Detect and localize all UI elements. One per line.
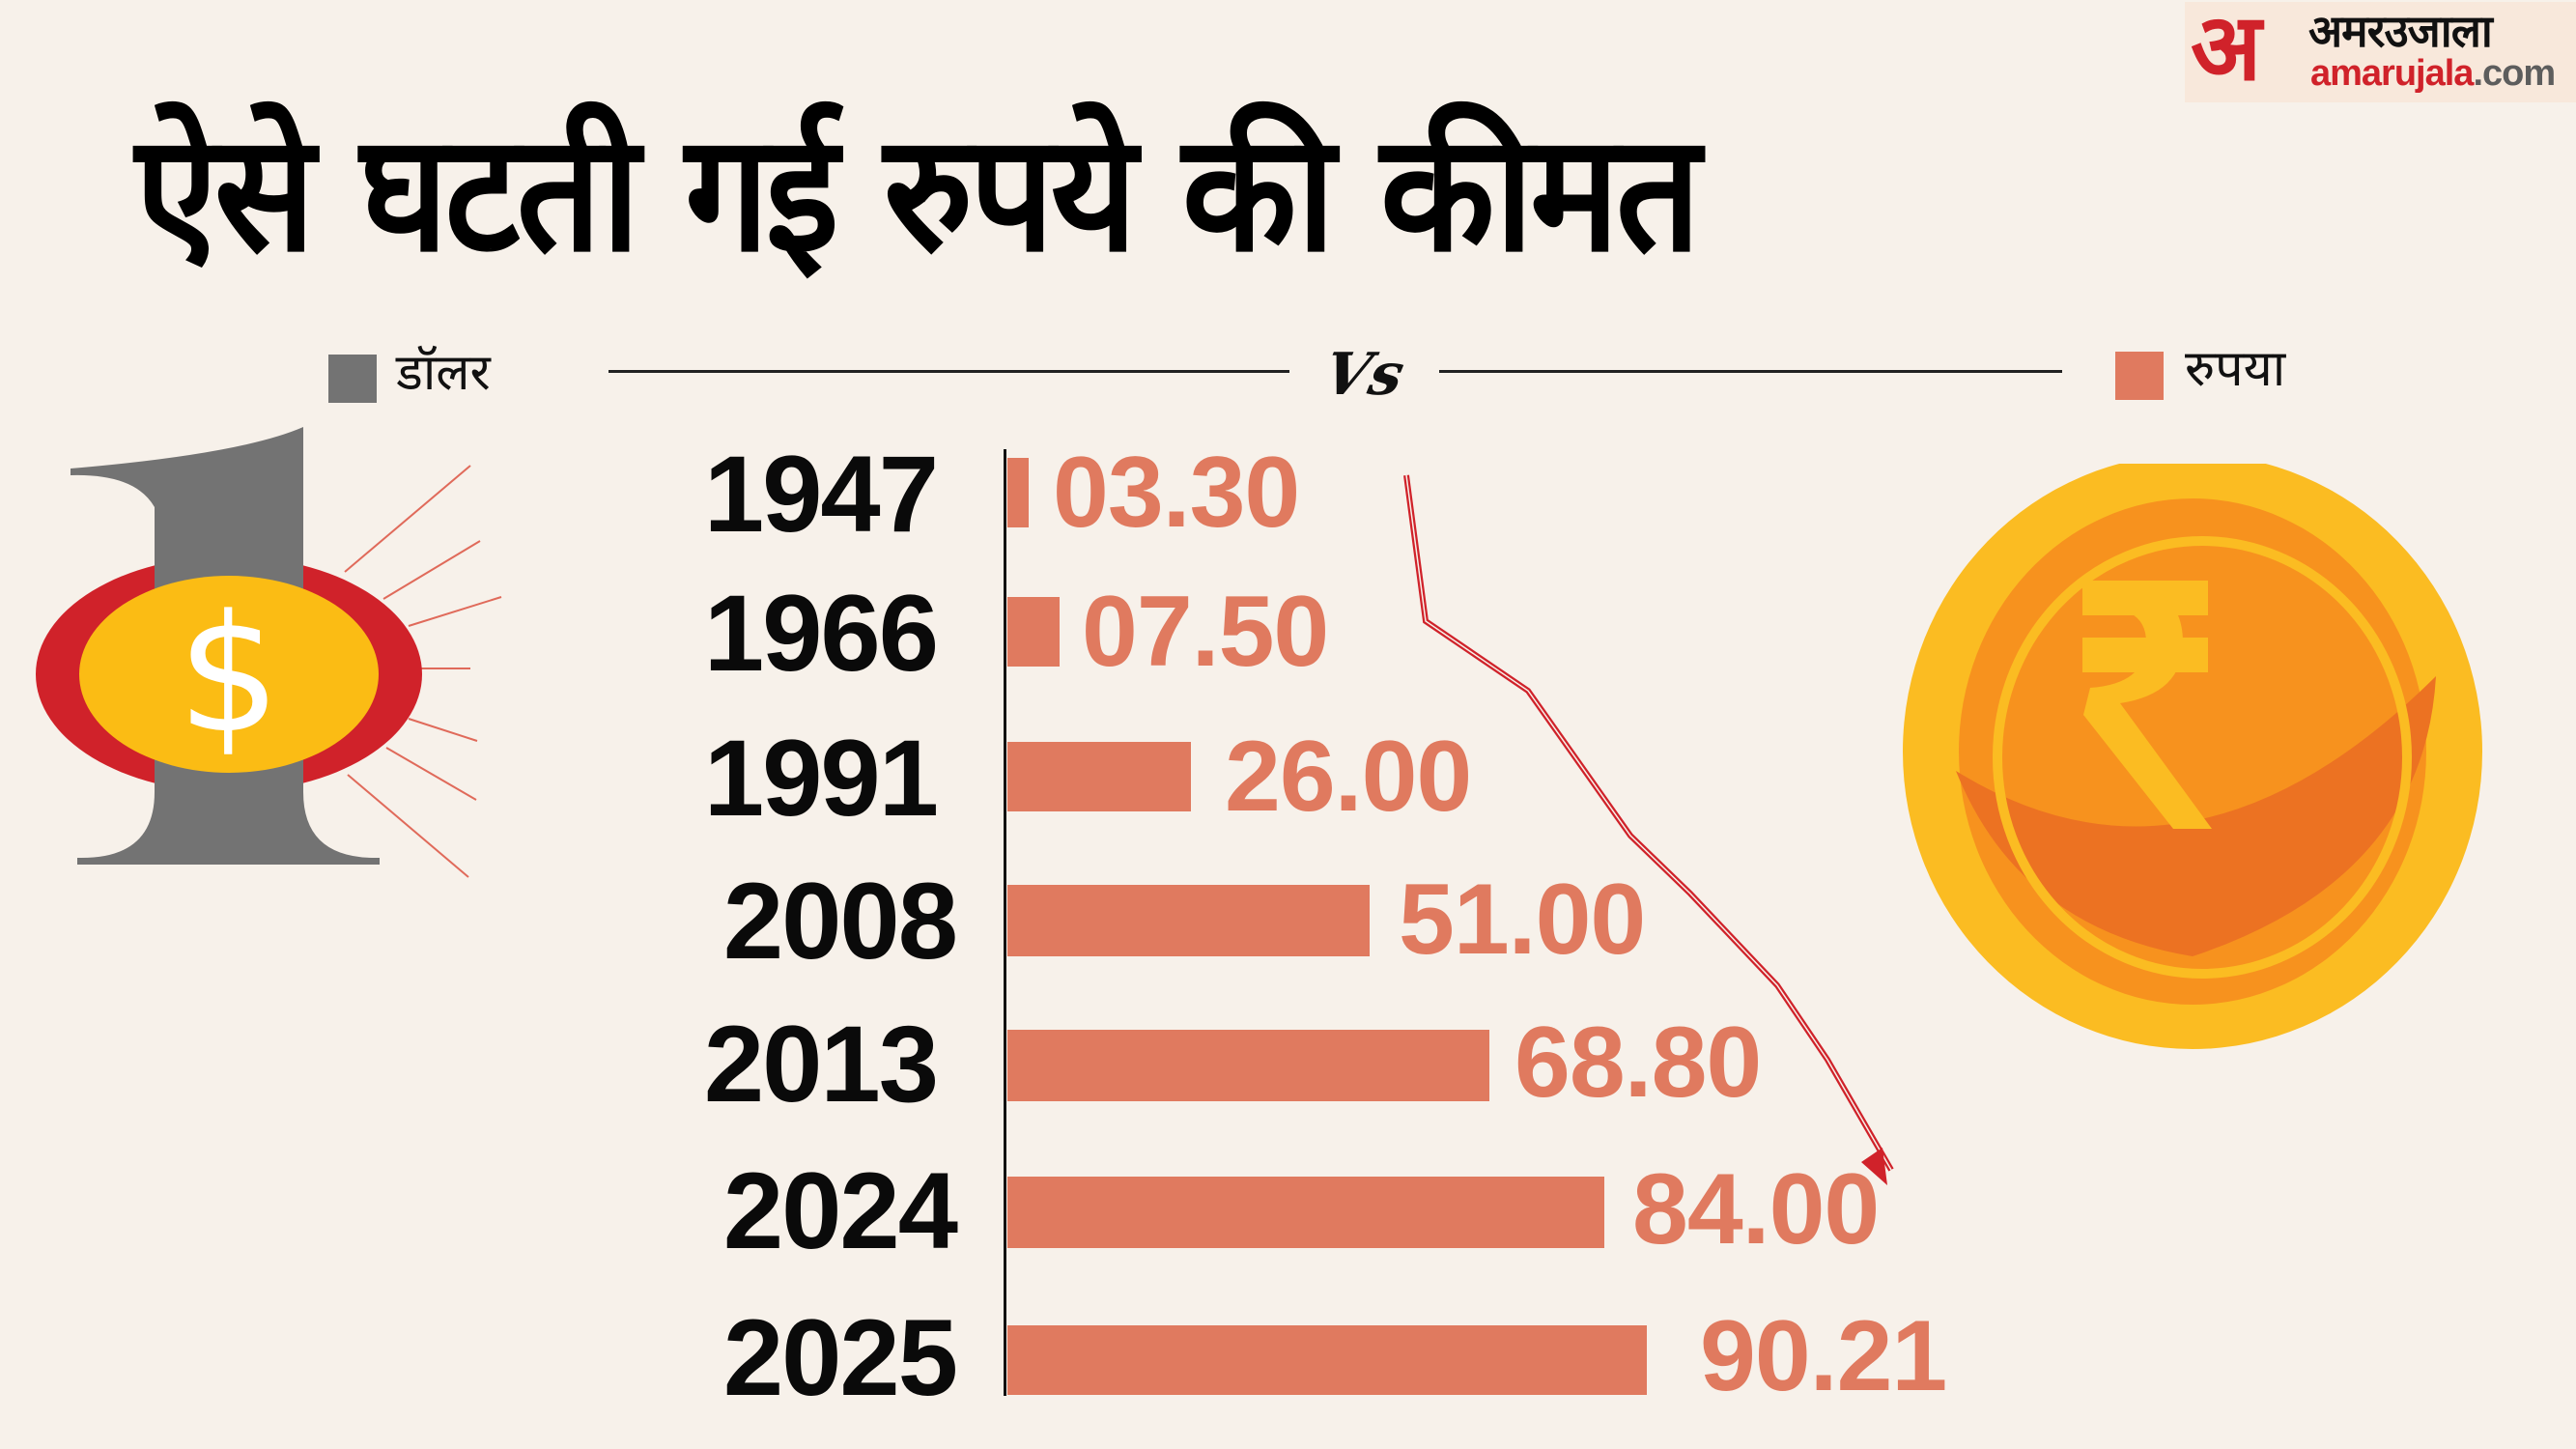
bar-1947 xyxy=(1007,458,1029,527)
bar-2008 xyxy=(1007,885,1370,956)
bar-1991 xyxy=(1007,742,1191,811)
page-title: ऐसे घटती गई रुपये की कीमत xyxy=(135,99,1701,288)
year-label: 1966 xyxy=(703,573,939,694)
year-label: 2025 xyxy=(722,1297,958,1418)
value-label: 84.00 xyxy=(1632,1153,1880,1265)
divider-left xyxy=(609,370,1289,373)
legend-dollar-label: डॉलर xyxy=(396,344,491,402)
year-label: 2024 xyxy=(722,1151,958,1271)
bar-2025 xyxy=(1007,1325,1647,1395)
year-label: 1947 xyxy=(703,434,939,554)
year-label: 1991 xyxy=(703,718,939,838)
bar-1966 xyxy=(1007,597,1060,667)
dollar-one-illustration: $ xyxy=(36,427,502,878)
dollar-icon: $ xyxy=(178,580,281,769)
logo-domain: amarujala.com xyxy=(2310,52,2556,95)
logo-domain-name: amarujala xyxy=(2310,53,2474,94)
value-label: 03.30 xyxy=(1053,437,1300,549)
value-label: 68.80 xyxy=(1514,1007,1762,1119)
divider-right xyxy=(1439,370,2062,373)
connector-lines xyxy=(344,465,502,878)
rupee-coin-illustration xyxy=(1903,464,2482,1049)
vs-label: Vs xyxy=(1317,341,1410,409)
down-trend-arrow-icon xyxy=(1403,474,1894,1185)
value-label: 07.50 xyxy=(1082,576,1329,688)
legend-rupee-swatch xyxy=(2115,352,2164,400)
year-label: 2013 xyxy=(703,1004,939,1124)
logo-domain-tld: .com xyxy=(2473,53,2556,94)
bar-2013 xyxy=(1007,1030,1489,1101)
logo xyxy=(2185,2,2576,102)
logo-mark: अ xyxy=(2191,0,2262,101)
legend-rupee-label: रुपया xyxy=(2185,340,2286,398)
year-label: 2008 xyxy=(722,861,958,981)
bar-2024 xyxy=(1007,1177,1604,1248)
value-label: 51.00 xyxy=(1399,864,1646,976)
chart-axis xyxy=(1004,449,1006,1396)
value-label: 26.00 xyxy=(1225,721,1472,833)
logo-name-hindi: अमरउजाला xyxy=(2308,5,2493,57)
value-label: 90.21 xyxy=(1700,1300,1947,1412)
legend-dollar-swatch xyxy=(328,355,377,403)
rupee-icon xyxy=(2082,581,2212,829)
